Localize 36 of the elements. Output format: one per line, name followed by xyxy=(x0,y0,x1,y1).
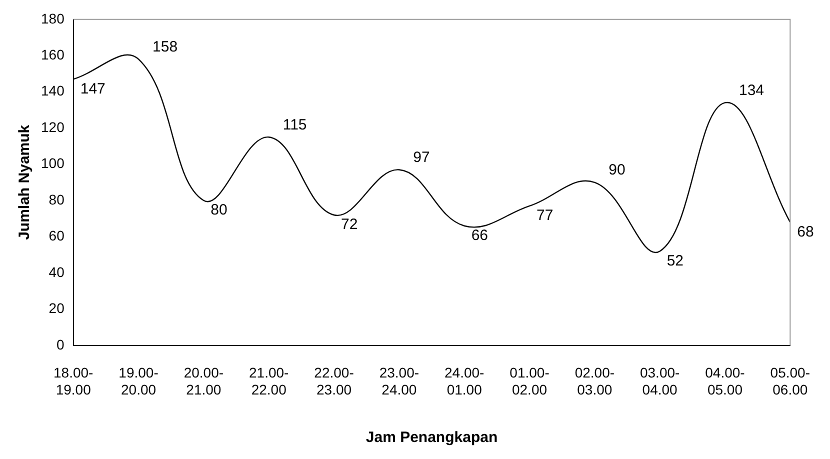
y-tick-label: 20 xyxy=(48,300,65,316)
data-label: 72 xyxy=(341,216,358,234)
data-label: 80 xyxy=(210,202,228,219)
y-tick-label: 40 xyxy=(48,264,65,280)
y-tick-label: 180 xyxy=(41,10,65,26)
x-tick-label: 20.00-21.00 xyxy=(184,364,224,398)
data-label: 66 xyxy=(471,227,488,244)
x-tick-label: 24.00-01.00 xyxy=(444,364,485,398)
y-tick-label: 160 xyxy=(41,46,65,62)
y-tick-label: 120 xyxy=(41,118,65,135)
data-label: 90 xyxy=(608,162,626,179)
data-label: 77 xyxy=(536,207,554,224)
data-label: 52 xyxy=(666,252,684,270)
data-label: 97 xyxy=(413,148,430,166)
data-label: 147 xyxy=(80,80,106,98)
data-label: 158 xyxy=(152,38,178,56)
x-tick-label: 22.00-23.00 xyxy=(314,364,354,398)
y-tick-label: 100 xyxy=(41,155,65,172)
y-tick-label: 0 xyxy=(56,336,65,352)
x-axis-title: Jam Penangkapan xyxy=(366,429,498,446)
x-tick-label: 03.00-04.00 xyxy=(640,364,680,398)
x-tick-label: 02.00-03.00 xyxy=(574,364,615,398)
x-tick-label: 01.00-02.00 xyxy=(510,364,550,398)
x-tick-label: 19.00-20.00 xyxy=(118,364,159,398)
y-tick-label: 140 xyxy=(41,82,65,99)
data-label: 68 xyxy=(797,223,814,240)
x-tick-label: 21.00-22.00 xyxy=(248,364,290,398)
y-axis-title: Jumlah Nyamuk xyxy=(16,124,34,240)
y-tick-label: 60 xyxy=(48,228,65,244)
x-tick-label: 23.00-24.00 xyxy=(379,364,420,398)
data-label: 134 xyxy=(738,82,764,99)
y-tick-label: 80 xyxy=(48,191,65,208)
x-tick-label: 18.00-19.00 xyxy=(54,364,94,398)
x-tick-label: 05.00-06.00 xyxy=(770,364,810,398)
data-label: 115 xyxy=(282,116,307,134)
x-tick-label: 04.00-05.00 xyxy=(705,364,746,398)
